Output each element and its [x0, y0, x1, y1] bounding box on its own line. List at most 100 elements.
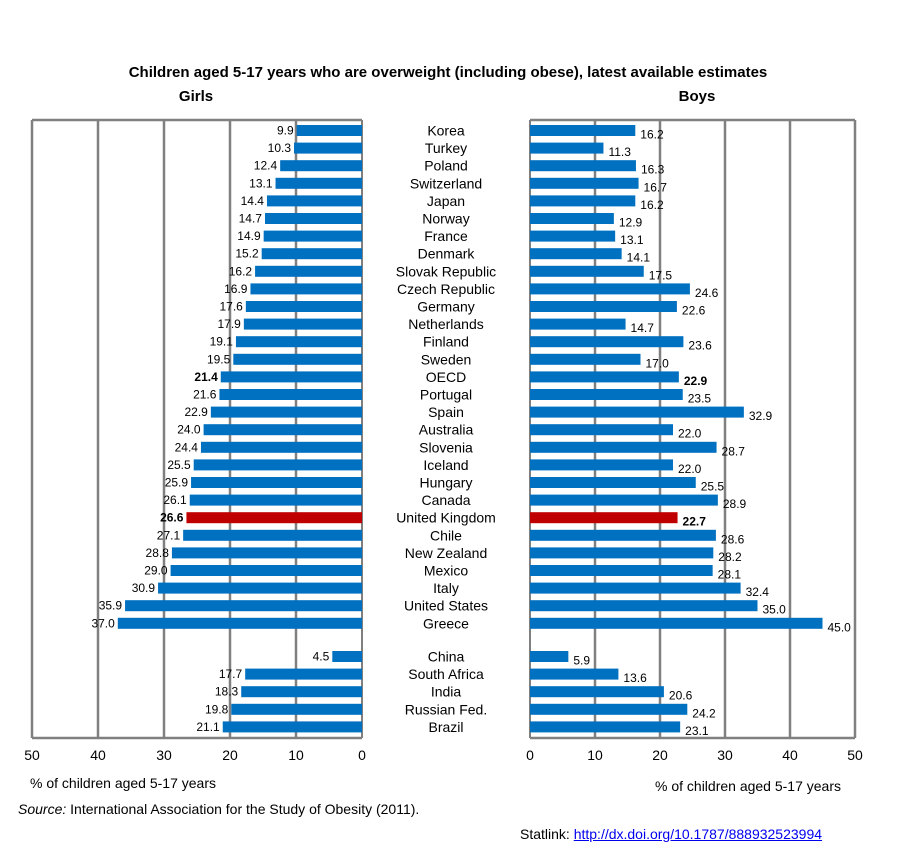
- boys-bar-united-states: [530, 600, 758, 612]
- boys-bar-united-kingdom: [530, 512, 678, 524]
- boys-bar-korea: [530, 125, 636, 136]
- girls-value-label: 14.7: [239, 212, 263, 226]
- source-text: International Association for the Study …: [70, 801, 420, 817]
- girls-value-label: 21.4: [194, 370, 218, 384]
- girls-bar-mexico: [170, 565, 362, 576]
- boys-bar-finland: [530, 336, 684, 348]
- girls-bar-russian-fed: [231, 703, 362, 715]
- girls-value-label: 24.4: [175, 440, 199, 454]
- boys-value-label: 24.6: [695, 286, 719, 300]
- boys-bar-norway: [530, 213, 614, 224]
- boys-bar-japan: [530, 195, 636, 207]
- girls-value-label: 26.6: [160, 511, 184, 525]
- country-labels: KoreaTurkeyPolandSwitzerlandJapanNorwayF…: [396, 123, 496, 735]
- girls-value-label: 17.7: [219, 667, 243, 681]
- boys-bar-sweden: [530, 353, 641, 365]
- boys-bar-mexico: [530, 565, 713, 576]
- boys-bar-denmark: [530, 248, 622, 260]
- girls-value-label: 19.8: [205, 702, 229, 716]
- boys-tick-label: 20: [652, 747, 668, 763]
- girls-bar-hungary: [191, 477, 362, 488]
- country-label: Turkey: [425, 140, 467, 156]
- girls-bar-turkey: [294, 142, 362, 154]
- girls-value-label: 25.5: [167, 458, 191, 472]
- boys-bar-switzerland: [530, 177, 639, 189]
- boys-panel-title: Boys: [679, 88, 716, 105]
- boys-bar-italy: [530, 582, 741, 594]
- boys-bar-canada: [530, 494, 718, 506]
- girls-bar-slovenia: [200, 441, 362, 453]
- girls-bar-united-kingdom: [186, 512, 362, 524]
- boys-bar-australia: [530, 424, 673, 436]
- girls-bar-south-africa: [245, 668, 362, 680]
- country-label: Hungary: [420, 475, 473, 491]
- boys-value-labels: 16.2 11.3 16.3 16.7 16.2 12.9 13.1 14.1 17.5 24.6…: [573, 128, 851, 738]
- girls-x-axis-ticks: 50 40 30 20 10 0: [24, 747, 366, 763]
- boys-value-label: 22.9: [684, 374, 708, 388]
- boys-bar-chile: [530, 529, 716, 541]
- girls-bar-czech-republic: [250, 283, 362, 295]
- boys-value-label: 22.0: [678, 462, 702, 476]
- girls-bar-iceland: [193, 459, 362, 471]
- boys-bar-south-africa: [530, 668, 619, 680]
- girls-bar-france: [263, 230, 362, 242]
- country-label: United States: [404, 598, 488, 614]
- boys-bar-india: [530, 686, 664, 698]
- boys-value-label: 28.9: [723, 497, 747, 511]
- girls-value-label: 24.0: [177, 423, 201, 437]
- boys-bar-spain: [530, 406, 744, 418]
- girls-value-label: 17.9: [218, 317, 242, 331]
- girls-bar-brazil: [222, 721, 362, 733]
- boys-bar-france: [530, 230, 616, 242]
- country-label: Slovak Republic: [396, 263, 496, 279]
- boys-bar-iceland: [530, 459, 673, 471]
- girls-tick-label: 20: [222, 747, 238, 763]
- country-label: India: [431, 684, 462, 700]
- boys-value-label: 25.5: [701, 480, 725, 494]
- boys-value-label: 16.2: [640, 128, 664, 142]
- boys-bar-new-zealand: [530, 547, 714, 559]
- girls-tick-label: 30: [156, 747, 172, 763]
- boys-value-label: 17.0: [646, 356, 670, 370]
- country-label: Canada: [421, 492, 470, 508]
- girls-tick-label: 0: [358, 747, 366, 763]
- girls-bar-sweden: [233, 353, 362, 365]
- boys-value-label: 28.2: [718, 550, 742, 564]
- girls-value-label: 13.1: [249, 176, 273, 190]
- girls-bar-portugal: [219, 389, 362, 400]
- boys-bar-brazil: [530, 721, 681, 733]
- country-label: France: [424, 228, 468, 244]
- country-label: South Africa: [408, 666, 484, 682]
- country-label: China: [428, 649, 465, 665]
- girls-bars: [117, 125, 362, 733]
- girls-bar-japan: [266, 195, 362, 207]
- country-label: Finland: [423, 334, 469, 350]
- girls-bar-switzerland: [275, 177, 362, 189]
- girls-value-label: 19.1: [210, 335, 234, 349]
- boys-value-label: 23.6: [688, 339, 712, 353]
- boys-value-label: 20.6: [669, 689, 693, 703]
- chart-title: Children aged 5-17 years who are overwei…: [129, 64, 768, 81]
- girls-bar-spain: [210, 406, 362, 418]
- country-label: Australia: [419, 422, 474, 438]
- girls-tick-label: 50: [24, 747, 40, 763]
- girls-bar-poland: [280, 160, 362, 172]
- girls-value-label: 29.0: [144, 564, 168, 578]
- country-label: Portugal: [420, 387, 472, 403]
- girls-value-label: 37.0: [91, 616, 115, 630]
- boys-value-label: 14.7: [631, 321, 655, 335]
- girls-value-label: 14.4: [241, 194, 265, 208]
- boys-value-label: 5.9: [573, 654, 590, 668]
- boys-bar-turkey: [530, 142, 604, 154]
- girls-value-label: 14.9: [237, 229, 261, 243]
- girls-value-label: 27.1: [157, 528, 181, 542]
- boys-bar-germany: [530, 301, 677, 312]
- statlink-link[interactable]: http://dx.doi.org/10.1787/888932523994: [573, 826, 823, 842]
- boys-x-axis-ticks: 0 10 20 30 40 50: [526, 747, 863, 763]
- boys-value-label: 16.3: [641, 163, 665, 177]
- girls-bar-italy: [158, 582, 362, 594]
- boys-value-label: 28.7: [722, 444, 746, 458]
- boys-bar-china: [530, 651, 569, 662]
- girls-bar-oecd: [220, 371, 362, 383]
- boys-value-label: 28.1: [718, 568, 742, 582]
